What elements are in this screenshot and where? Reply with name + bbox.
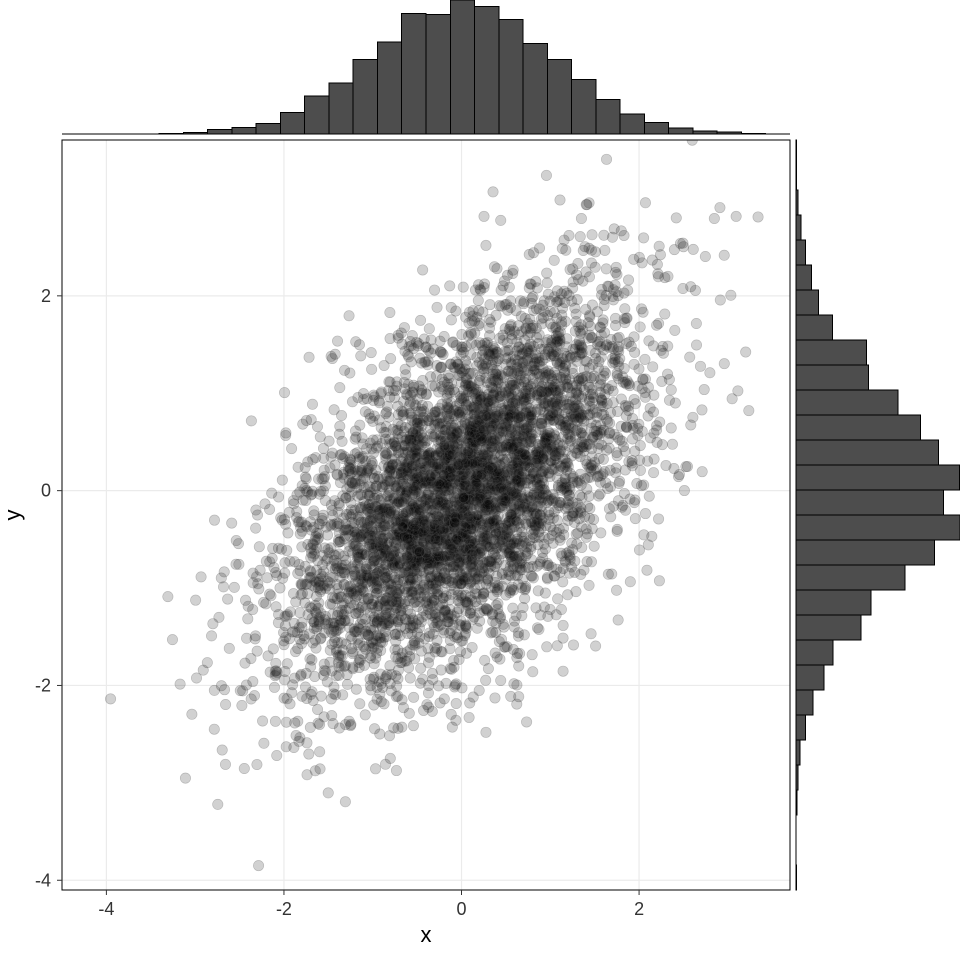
y-tick-label: 0	[41, 481, 51, 501]
y-tick-label: -4	[35, 870, 51, 890]
y-tick-label: -2	[35, 675, 51, 695]
x-tick-label: -4	[98, 899, 114, 919]
marginal-scatter-figure: -4 -2 0 2 -4 -2 0 2 x y	[0, 0, 960, 960]
x-tick-label: 0	[457, 899, 467, 919]
x-tick-label: 2	[634, 899, 644, 919]
y-axis-label: y	[0, 510, 25, 521]
y-tick-label: 2	[41, 286, 51, 306]
x-axis-label: x	[421, 922, 432, 947]
x-tick-label: -2	[276, 899, 292, 919]
